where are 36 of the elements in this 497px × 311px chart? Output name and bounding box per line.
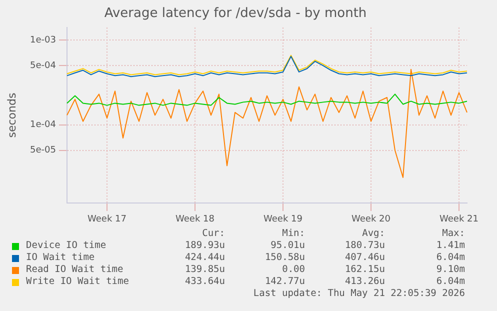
text: Max: — [441, 228, 465, 240]
chart-title: Average latency for /dev/sda - by month — [104, 6, 367, 22]
text: 0.00 — [281, 264, 305, 276]
text: 139.85u — [184, 264, 225, 276]
text: 162.15u — [344, 264, 385, 276]
text: 1.41m — [435, 240, 465, 252]
legend-label: Device IO time — [26, 240, 106, 252]
legend-label: Write IO Wait time — [26, 276, 129, 288]
text: 180.73u — [344, 240, 385, 252]
text: 9.10m — [435, 264, 465, 276]
text: Avg: — [361, 228, 385, 240]
y-tick-label: 5e-04 — [30, 60, 56, 71]
x-tick-label: Week 19 — [264, 214, 303, 225]
legend-label: Read IO Wait time — [26, 264, 124, 276]
x-tick-label: Week 20 — [352, 214, 391, 225]
text: Cur: — [201, 228, 225, 240]
text: 189.93u — [184, 240, 225, 252]
text: 95.01u — [270, 240, 305, 252]
text: 407.46u — [344, 252, 385, 264]
y-axis-title: seconds — [5, 92, 18, 138]
x-tick-label: Week 21 — [440, 214, 478, 225]
x-tick-label: Week 18 — [176, 214, 215, 225]
y-tick-label: 1e-04 — [30, 120, 56, 130]
text: 150.58u — [264, 252, 305, 264]
x-tick-label: Week 17 — [88, 214, 126, 225]
y-tick-label: 1e-03 — [30, 35, 56, 46]
text: 424.44u — [184, 252, 225, 264]
text: Min: — [281, 228, 305, 240]
text: 6.04m — [435, 276, 465, 288]
text: 413.26u — [344, 276, 385, 288]
y-tick-label: 5e-05 — [30, 146, 56, 156]
text: 142.77u — [264, 276, 305, 288]
legend-label: IO Wait time — [26, 252, 95, 264]
text: Last update: Thu May 21 22:05:39 2026 — [252, 288, 465, 300]
text: 433.64u — [184, 276, 225, 288]
text: 6.04m — [435, 252, 465, 264]
